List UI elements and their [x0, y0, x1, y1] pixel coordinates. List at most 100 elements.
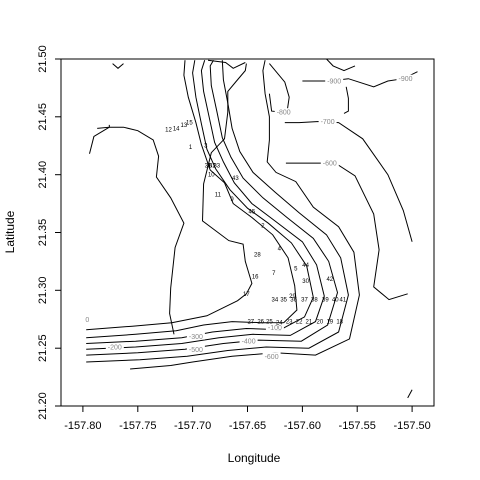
station-label: 10 — [208, 173, 215, 179]
contour-label-bg — [186, 332, 205, 340]
contour-line — [112, 63, 124, 69]
station-label: 36 — [290, 298, 297, 304]
contour-label-bg — [262, 352, 281, 360]
y-axis-label: Latitude — [3, 210, 17, 253]
station-label: 6 — [209, 163, 213, 169]
station-label: 17 — [243, 292, 250, 298]
station-label: 30 — [302, 279, 309, 285]
contour-line — [86, 60, 314, 344]
contour-line — [326, 58, 356, 72]
station-label: 32 — [209, 163, 216, 169]
station-label: 45 — [249, 210, 256, 216]
contour-line — [86, 59, 339, 356]
contour-line — [86, 60, 325, 350]
station-label: 37 — [301, 298, 308, 304]
contour-line — [89, 126, 185, 335]
contour-line — [86, 63, 253, 331]
contour-label-bg — [396, 74, 415, 82]
contour-label: -900 — [327, 79, 341, 86]
station-label: 24 — [276, 321, 283, 327]
contour-line — [343, 86, 349, 114]
contour-line — [207, 59, 246, 69]
y-tick-label: 21.45 — [37, 103, 49, 131]
station-label: 9 — [230, 197, 234, 203]
contour-label-bg — [239, 337, 258, 345]
contour-label: -300 — [189, 334, 203, 341]
y-tick-label: 21.25 — [37, 334, 49, 362]
contour-label: -900 — [398, 76, 412, 83]
y-tick-label: 21.30 — [37, 277, 49, 305]
station-label: 26 — [257, 320, 264, 326]
station-label: 7 — [272, 271, 276, 277]
station-label: 2 — [261, 224, 265, 230]
y-tick-label: 21.50 — [37, 45, 49, 73]
station-label: 11 — [215, 192, 222, 198]
station-label: 33 — [213, 163, 220, 169]
x-tick-label: -157.55 — [339, 420, 376, 432]
contour-label: -100 — [268, 325, 282, 332]
y-tick-label: 21.20 — [37, 392, 49, 420]
station-label: 19 — [326, 320, 333, 326]
contour-label-bg — [318, 117, 337, 125]
station-label: 29 — [289, 294, 296, 300]
station-label: 16 — [252, 275, 259, 281]
x-tick-label: -157.50 — [393, 420, 430, 432]
contour-line — [130, 60, 360, 370]
contour-label-bg — [325, 77, 344, 84]
station-label: 43 — [232, 176, 239, 182]
station-label: 40 — [332, 298, 339, 304]
contour-line — [285, 162, 408, 301]
contour-line — [97, 124, 110, 129]
station-label: 14 — [173, 126, 180, 132]
contour-label-bg — [78, 315, 97, 323]
station-label: 39 — [322, 298, 329, 304]
contour-label: -800 — [277, 110, 291, 117]
contour-label: 0 — [85, 317, 89, 324]
contour-label-bg — [320, 159, 339, 167]
station-label: 1 — [189, 145, 193, 151]
station-label: 15 — [186, 121, 193, 127]
x-axis-ticks: -157.80 -157.75 -157.70 -157.65 -157.60 -157.… — [64, 406, 431, 432]
contour-label-bg — [105, 343, 124, 350]
station-label: 20 — [317, 320, 324, 326]
x-tick-label: -157.60 — [284, 420, 321, 432]
x-tick-label: -157.70 — [174, 420, 211, 432]
station-label: 3 — [204, 144, 208, 150]
y-tick-label: 21.35 — [37, 219, 49, 247]
x-axis-label: Longitude — [228, 451, 281, 465]
contour-label: -600 — [323, 161, 337, 168]
contour-line — [86, 60, 298, 339]
contour-label-bg — [186, 345, 205, 353]
station-label: 13 — [181, 123, 188, 129]
contour-label: -600 — [265, 354, 279, 361]
station-label: 41 — [340, 298, 347, 304]
station-label: 4 — [278, 247, 282, 253]
station-label: 38 — [311, 298, 318, 304]
contour-line — [86, 60, 349, 363]
station-label: 12 — [165, 128, 172, 134]
station-label: 5 — [294, 266, 298, 272]
station-label: 28 — [254, 253, 261, 259]
station-label: 22 — [296, 320, 303, 326]
x-tick-label: -157.80 — [64, 420, 101, 432]
x-tick-label: -157.65 — [229, 420, 266, 432]
contour-label-bg — [265, 323, 284, 331]
station-label: 44 — [302, 263, 309, 269]
station-label: 34 — [272, 298, 279, 304]
y-axis-ticks: 21.20 21.25 21.30 21.35 21.40 21.45 21.50 — [37, 45, 61, 420]
y-tick-label: 21.40 — [37, 161, 49, 189]
station-label: 35 — [280, 298, 287, 304]
station-label: 25 — [266, 320, 273, 326]
contour-label: -500 — [189, 347, 203, 354]
contour-labels-group: -900 -900 -800 -700 -600 -300 -100 -200 -400 -500… — [78, 74, 415, 361]
station-label: 31 — [205, 163, 212, 169]
contour-line — [407, 389, 413, 399]
contour-label: -200 — [108, 345, 122, 352]
station-label: 23 — [286, 320, 293, 326]
station-label: 27 — [247, 320, 254, 326]
x-tick-label: -157.75 — [119, 420, 156, 432]
contour-label-bg — [274, 108, 293, 116]
station-label: 18 — [336, 320, 343, 326]
